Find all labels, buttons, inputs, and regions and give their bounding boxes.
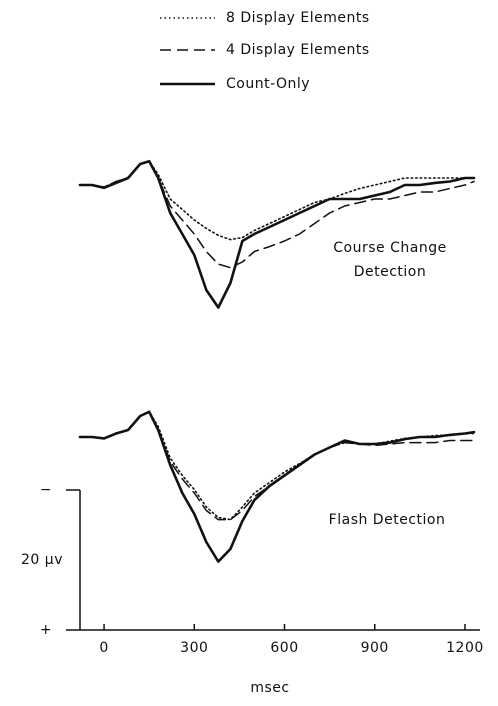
series-line (79, 411, 475, 521)
legend-label: 4 Display Elements (226, 42, 370, 58)
x-tick-label: 600 (270, 640, 298, 656)
scale-bar-bottom: + (40, 622, 52, 638)
x-axis-label: msec (250, 680, 289, 696)
x-tick-label: 0 (99, 640, 108, 656)
x-tick-label: 900 (361, 640, 389, 656)
panel-label: Course Change (333, 240, 446, 256)
series-line (79, 411, 475, 521)
series-line (78, 410, 476, 563)
scale-bar-top: − (40, 482, 52, 498)
x-tick-label: 300 (180, 640, 208, 656)
legend-label: Count-Only (226, 76, 310, 92)
scale-bar-label: 20 µv (21, 552, 63, 568)
series-line (78, 159, 476, 309)
x-tick-label: 1200 (446, 640, 484, 656)
legend-label: 8 Display Elements (226, 10, 370, 26)
panel-label: Flash Detection (329, 512, 446, 528)
series-line (79, 160, 475, 241)
panel-label: Detection (354, 264, 427, 280)
